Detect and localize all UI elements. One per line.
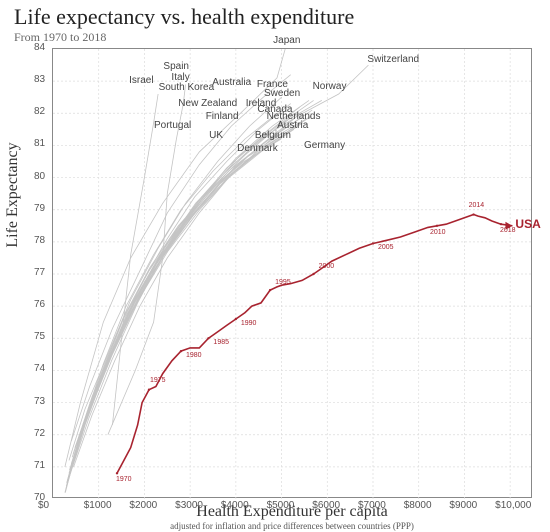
y-tick: 78 — [34, 235, 45, 246]
country-label: South Korea — [159, 82, 215, 93]
country-label: Finland — [206, 111, 239, 122]
x-tick: $4000 — [221, 500, 249, 511]
country-label: Germany — [304, 140, 345, 151]
country-label: Australia — [212, 77, 251, 88]
usa-year-label: 1990 — [241, 320, 257, 327]
y-tick: 83 — [34, 74, 45, 85]
country-label: Denmark — [237, 143, 278, 154]
x-tick: $9000 — [449, 500, 477, 511]
country-label: Japan — [273, 35, 300, 46]
x-axis-sublabel: adjusted for inflation and price differe… — [52, 521, 532, 531]
country-label: Belgium — [255, 130, 291, 141]
usa-year-label: 1970 — [116, 476, 132, 483]
y-tick: 79 — [34, 203, 45, 214]
y-tick: 73 — [34, 396, 45, 407]
usa-label: USA — [515, 217, 540, 231]
country-label: Portugal — [154, 120, 191, 131]
y-tick: 84 — [34, 42, 45, 53]
usa-year-label: 2000 — [319, 263, 335, 270]
country-label: Spain — [163, 61, 189, 72]
usa-year-label: 2010 — [430, 229, 446, 236]
x-tick: $10,000 — [495, 500, 531, 511]
y-tick: 71 — [34, 460, 45, 471]
x-tick: $2000 — [129, 500, 157, 511]
x-tick: $6000 — [312, 500, 340, 511]
country-label: New Zealand — [178, 98, 237, 109]
y-tick: 82 — [34, 106, 45, 117]
y-tick: 76 — [34, 299, 45, 310]
country-label: Israel — [129, 75, 153, 86]
chart-title: Life expectancy vs. health expenditure — [14, 4, 354, 30]
y-tick: 72 — [34, 428, 45, 439]
usa-year-label: 1975 — [150, 377, 166, 384]
x-tick: $8000 — [404, 500, 432, 511]
country-label: UK — [209, 130, 223, 141]
x-tick: $7000 — [358, 500, 386, 511]
usa-year-label: 1980 — [186, 352, 202, 359]
x-tick: $5000 — [267, 500, 295, 511]
y-tick: 77 — [34, 267, 45, 278]
x-tick: $1000 — [84, 500, 112, 511]
usa-year-label: 2018 — [500, 227, 516, 234]
y-axis-label: Life Expectancy — [4, 120, 22, 270]
y-tick: 74 — [34, 363, 45, 374]
country-label: Norway — [313, 81, 347, 92]
y-tick: 80 — [34, 171, 45, 182]
y-tick: 70 — [34, 492, 45, 503]
country-label: Switzerland — [367, 54, 419, 65]
usa-year-label: 1995 — [275, 279, 291, 286]
chart-subtitle: From 1970 to 2018 — [14, 30, 106, 45]
y-tick: 75 — [34, 331, 45, 342]
usa-year-label: 2005 — [378, 244, 394, 251]
usa-year-label: 2014 — [469, 202, 485, 209]
usa-year-label: 1985 — [213, 339, 229, 346]
y-tick: 81 — [34, 138, 45, 149]
chart-root: Life expectancy vs. health expenditure F… — [0, 0, 550, 532]
x-tick: $3000 — [175, 500, 203, 511]
